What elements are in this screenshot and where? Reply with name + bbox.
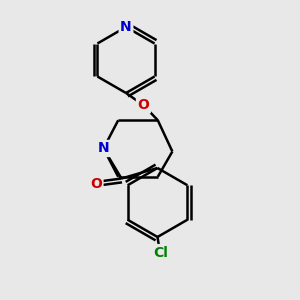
Text: O: O bbox=[90, 178, 102, 191]
Text: N: N bbox=[120, 20, 132, 34]
Text: Cl: Cl bbox=[153, 246, 168, 260]
Text: N: N bbox=[98, 142, 109, 155]
Text: O: O bbox=[137, 98, 149, 112]
